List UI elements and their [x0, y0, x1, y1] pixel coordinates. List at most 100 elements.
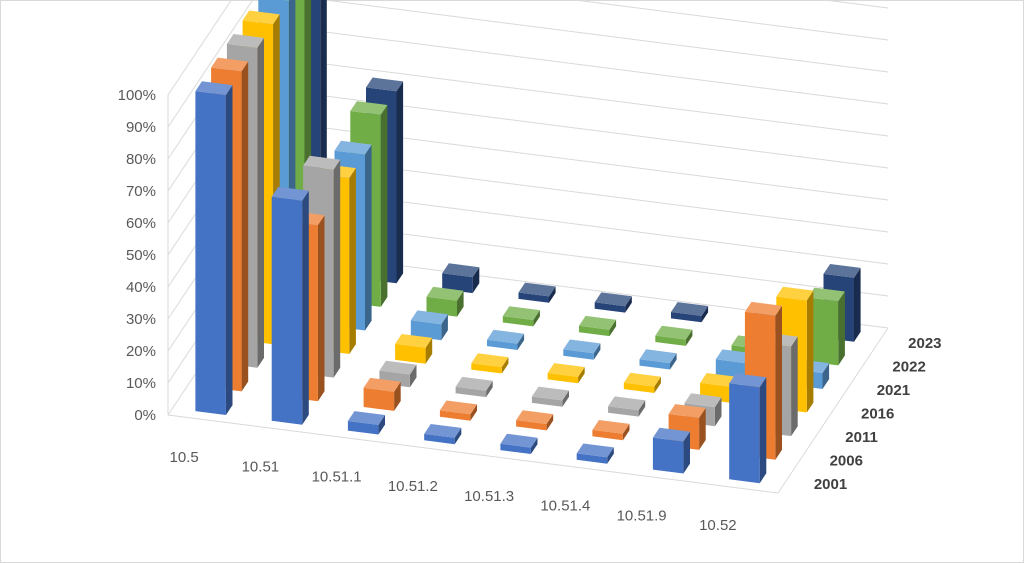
- bar: [639, 349, 677, 370]
- depth-tick-label: 2001: [814, 476, 847, 493]
- bar-side: [685, 329, 693, 346]
- bar-top: [516, 410, 554, 424]
- bars: [195, 0, 861, 484]
- bar-top: [500, 433, 538, 448]
- bar-side: [609, 319, 617, 337]
- bar-side: [486, 380, 493, 398]
- bar: [531, 386, 569, 407]
- bar: [424, 424, 462, 445]
- bar: [395, 334, 433, 364]
- bar-side: [775, 305, 782, 460]
- bar-top: [487, 329, 525, 344]
- floor-edge: [167, 327, 889, 494]
- bar-top: [395, 334, 433, 348]
- bar-side: [714, 397, 722, 427]
- bar-front: [502, 316, 534, 327]
- bar: [516, 410, 554, 431]
- y-tick-label: 90%: [126, 119, 156, 136]
- bar-front: [347, 421, 379, 435]
- bar-side: [409, 364, 417, 388]
- bar-top: [424, 424, 462, 438]
- bar-front: [671, 312, 702, 323]
- bar-top: [350, 101, 388, 115]
- bar-top: [211, 57, 249, 72]
- bar: [487, 329, 525, 350]
- bar-top: [334, 140, 372, 155]
- bar-side: [699, 408, 706, 450]
- bar: [195, 81, 233, 415]
- y-tick-label: 100%: [118, 87, 156, 104]
- bar-side: [654, 376, 661, 393]
- bar-top: [684, 393, 722, 408]
- bar-top: [592, 420, 630, 434]
- bar-front: [729, 383, 760, 484]
- bar: [455, 376, 493, 398]
- bar-front: [195, 91, 226, 415]
- bar-top: [471, 353, 509, 368]
- x-tick-labels: 10.5 10.51 10.51.1 10.51.2 10.51.3 10.51.4 10.…: [170, 449, 737, 534]
- bar-top: [442, 263, 480, 278]
- y-tick-label: 40%: [126, 279, 156, 296]
- bar-top: [623, 372, 661, 387]
- y-tick-labels: 0% 10% 20% 30% 40% 50% 60% 70% 80% 90% 100%: [118, 87, 156, 424]
- bar: [608, 396, 646, 417]
- bar: [471, 353, 509, 374]
- bar: [363, 377, 401, 411]
- depth-tick-label: 2016: [861, 406, 894, 423]
- bar: [579, 315, 617, 337]
- bar-front: [652, 437, 684, 474]
- bar-side: [578, 367, 585, 384]
- bar-top: [823, 264, 861, 278]
- bar-side: [593, 343, 601, 360]
- bar-top: [700, 373, 738, 387]
- bar-front: [410, 320, 442, 341]
- bar-side: [380, 105, 388, 307]
- bar-side: [806, 290, 814, 413]
- bar-front: [579, 325, 610, 337]
- bar-top: [379, 360, 417, 375]
- bar: [518, 282, 556, 303]
- bar-side: [501, 357, 509, 374]
- bar-top: [347, 411, 385, 425]
- bar-top: [576, 443, 614, 458]
- bar-top: [303, 155, 341, 170]
- bar-side: [517, 333, 525, 350]
- bar-top: [518, 282, 556, 297]
- bar-front: [639, 359, 670, 370]
- x-tick-label: 10.51.2: [388, 478, 438, 495]
- bar-side: [317, 215, 325, 402]
- bar: [502, 306, 540, 327]
- bar: [500, 433, 538, 454]
- bar: [592, 420, 630, 441]
- bar: [271, 186, 309, 425]
- gridline: [167, 0, 889, 96]
- bar-top: [242, 10, 280, 25]
- y-tick-label: 60%: [126, 215, 156, 232]
- bar-front: [487, 339, 518, 350]
- bar-top: [563, 339, 601, 354]
- bar-side: [638, 400, 646, 417]
- series-2001: [195, 81, 767, 484]
- gridline: [167, 0, 889, 128]
- bar-top: [639, 349, 677, 364]
- depth-tick-label: 2021: [877, 382, 910, 399]
- bar-side: [683, 431, 690, 474]
- bar-top: [655, 325, 693, 340]
- bar-side: [425, 337, 433, 364]
- bar-side: [472, 267, 480, 294]
- bar-side: [546, 414, 554, 431]
- y-tick-label: 10%: [126, 375, 156, 392]
- bar-side: [349, 168, 356, 354]
- bar-side: [241, 61, 249, 392]
- bar-top: [271, 186, 309, 201]
- depth-tick-label: 2011: [845, 429, 878, 446]
- bar-front: [608, 406, 639, 417]
- bar-front: [655, 335, 686, 346]
- bar-side: [838, 291, 845, 366]
- depth-tick-labels: 2001 2006 2011 2016 2021 2022 2023: [814, 335, 942, 493]
- bar-side: [759, 377, 767, 484]
- bar-top: [608, 396, 646, 411]
- x-tick-label: 10.51.1: [312, 468, 362, 485]
- bar-top: [363, 377, 401, 392]
